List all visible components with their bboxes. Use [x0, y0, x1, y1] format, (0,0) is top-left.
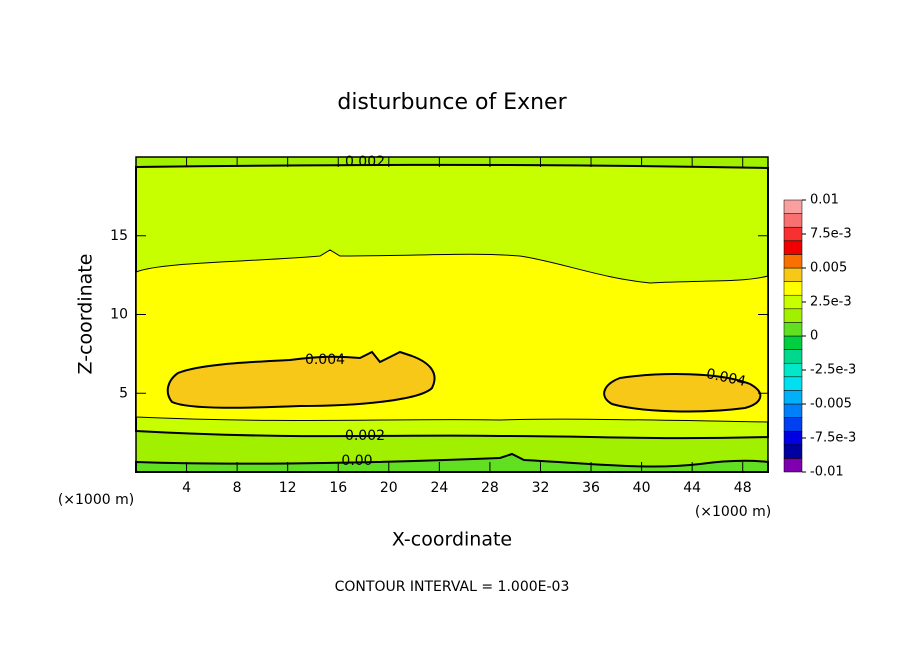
colorbar-tick-label: -0.005	[810, 397, 852, 412]
colorbar-tick-label: 2.5e-3	[810, 295, 852, 310]
x-tick-label: 48	[734, 480, 752, 496]
contour-label: 0.004	[305, 352, 345, 368]
colorbar-segment	[783, 444, 803, 459]
plot-area: 0.002 0.004 0.004 0.002 0.00	[135, 154, 769, 473]
colorbar-segment	[783, 281, 803, 296]
x-tick-label: 28	[481, 480, 499, 496]
contour-region	[166, 350, 436, 409]
x-axis-label: X-coordinate	[392, 529, 512, 551]
colorbar-segment	[783, 322, 803, 337]
colorbar-segment	[783, 335, 803, 350]
plot-frame	[135, 156, 769, 473]
chart-title: disturbunce of Exner	[337, 90, 567, 115]
contour-label: 0.002	[345, 154, 385, 170]
colorbar-tick-label: 0.01	[810, 193, 839, 208]
contour-region	[603, 373, 762, 413]
colorbar-segment	[783, 403, 803, 418]
y-tick-label: 5	[119, 385, 128, 401]
x-tick-label: 32	[532, 480, 550, 496]
colorbar-segment	[783, 417, 803, 432]
colorbar-segment	[783, 226, 803, 242]
colorbar-tick-label: -2.5e-3	[810, 363, 856, 378]
colorbar-segment	[783, 390, 803, 405]
colorbar-tick-label: -7.5e-3	[810, 431, 856, 446]
colorbar-segment	[783, 362, 803, 378]
y-tick-label: 15	[110, 228, 128, 244]
colorbar-segment	[783, 376, 803, 391]
colorbar-segment	[783, 349, 803, 364]
x-unit-label: (×1000 m)	[58, 492, 134, 508]
colorbar-segment	[783, 294, 803, 310]
colorbar-segment	[783, 240, 803, 255]
x-tick-label: 4	[182, 480, 191, 496]
y-axis-label: Z-coordinate	[75, 254, 97, 375]
colorbar-segment	[783, 213, 803, 228]
colorbar-tick-label: 0	[810, 329, 818, 344]
colorbar-tick-label: 0.005	[810, 261, 847, 276]
x-tick-label: 20	[380, 480, 398, 496]
colorbar-segment	[783, 199, 803, 214]
colorbar-segment	[783, 267, 803, 282]
x-tick-label: 24	[430, 480, 448, 496]
contour-label: 0.00	[341, 453, 372, 469]
colorbar-segment	[783, 308, 803, 323]
x-tick-label: 12	[279, 480, 297, 496]
x-unit-label: (×1000 m)	[695, 504, 771, 520]
contour-region	[135, 452, 769, 473]
colorbar-segment	[783, 458, 803, 473]
colorbar-tick-label: -0.01	[810, 465, 844, 480]
x-tick-label: 16	[329, 480, 347, 496]
annotation: CONTOUR INTERVAL = 1.000E-03	[335, 579, 570, 595]
contour-label: 0.002	[345, 428, 385, 444]
colorbar-segment	[783, 430, 803, 446]
colorbar-segment	[783, 254, 803, 269]
y-tick-label: 10	[110, 307, 128, 323]
colorbar-tick-label: 7.5e-3	[810, 227, 852, 242]
x-tick-label: 40	[633, 480, 651, 496]
x-tick-label: 8	[233, 480, 242, 496]
x-tick-label: 36	[582, 480, 600, 496]
x-tick-label: 44	[683, 480, 701, 496]
